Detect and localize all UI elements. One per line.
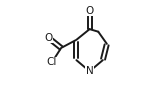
Text: N: N (86, 66, 93, 76)
Text: O: O (44, 33, 53, 43)
Text: O: O (85, 6, 94, 16)
Text: Cl: Cl (47, 57, 57, 67)
